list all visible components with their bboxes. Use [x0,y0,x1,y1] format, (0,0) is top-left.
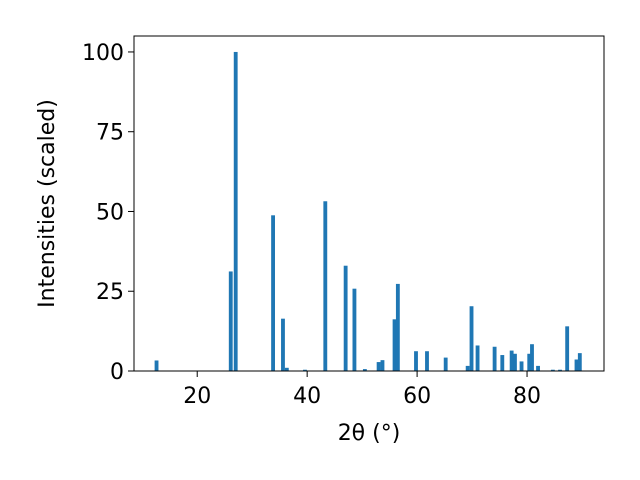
bar-16 [425,351,429,371]
bar-0 [154,360,159,371]
bar-33 [577,353,582,371]
bar-31 [565,326,570,371]
y-tick-label-3: 75 [96,121,124,146]
bar-18 [465,365,470,371]
bar-21 [492,346,497,371]
bar-8 [343,265,348,371]
x-axis-ticks: 20 40 60 80 [183,371,541,409]
bar-6 [303,369,307,371]
bar-9 [352,288,357,371]
bar-24 [513,353,517,371]
y-tick-label-4: 100 [82,41,124,66]
y-axis-label: Intensities (scaled) [35,99,60,308]
bar-26 [527,353,532,371]
bar-15 [414,351,418,371]
bar-13 [392,319,397,371]
bar-30 [558,369,562,371]
y-tick-label-1: 25 [96,280,124,305]
bar-29 [550,369,555,371]
bar-17 [443,357,448,371]
y-tick-label-2: 50 [96,200,124,225]
bar-28 [536,365,540,371]
bar-19 [469,306,474,371]
x-tick-label-2: 60 [403,384,431,409]
bar-1 [228,271,233,371]
bar-27 [530,344,534,371]
bar-3 [271,215,275,371]
bar-32 [574,359,579,371]
x-tick-label-0: 20 [183,384,211,409]
bar-20 [475,345,480,371]
bar-5 [284,367,289,371]
bar-23 [509,350,514,371]
bar-12 [380,360,385,371]
bar-10 [362,369,367,371]
bar-4 [281,318,285,371]
bar-25 [519,361,524,371]
bar-11 [376,362,381,371]
x-axis-label: 2θ (°) [338,421,401,446]
x-tick-label-3: 80 [513,384,541,409]
bar-14 [395,283,400,371]
y-axis-ticks: 0 25 50 75 100 [82,41,134,385]
bar-series [154,51,582,371]
bar-7 [323,201,328,371]
bar-2 [233,51,238,371]
plot-frame [133,35,605,372]
bar-22 [500,355,505,371]
y-tick-label-0: 0 [110,360,124,385]
x-tick-label-1: 40 [293,384,321,409]
